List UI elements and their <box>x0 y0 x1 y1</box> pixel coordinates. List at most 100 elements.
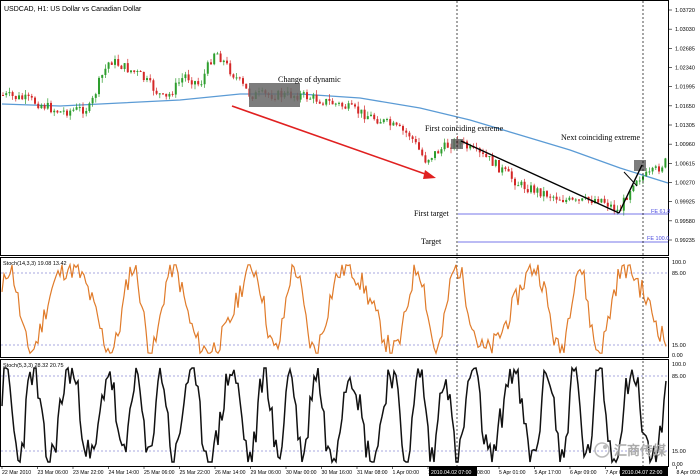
time-tick-label: 22 Mar 2010 <box>2 470 31 476</box>
candle-body <box>552 196 555 198</box>
candle-body <box>539 188 542 197</box>
candle-body <box>638 180 641 182</box>
candle-body <box>488 156 491 158</box>
moving-average-line <box>1 93 669 184</box>
stoch-level-label: 0.00 <box>672 462 683 468</box>
candle-body <box>309 98 312 100</box>
candle-body <box>232 74 235 78</box>
time-tick-label: 23 Mar 06:00 <box>38 470 69 476</box>
candle-body <box>366 116 369 120</box>
candle-body <box>184 74 187 79</box>
candle-body <box>360 109 363 114</box>
price-tick-label: 1.02340 <box>675 66 695 72</box>
candle-body <box>482 152 484 154</box>
candle-body <box>200 84 203 86</box>
first-coinciding-box <box>451 139 463 149</box>
candle-body <box>392 122 395 126</box>
time-tick-label: 6 Apr 09:00 <box>570 470 597 476</box>
candle-body <box>376 119 379 124</box>
stoch2-axis: 100.0 85.00 15.00 0.00 <box>672 362 686 468</box>
time-tick-label: 25 Mar 22:00 <box>180 470 211 476</box>
candle-body <box>600 198 603 203</box>
candle-body <box>130 70 132 73</box>
candle-body <box>574 199 577 201</box>
candle-body <box>562 200 564 203</box>
price-tick-label: 1.00960 <box>675 142 695 148</box>
price-tick-label: 0.99580 <box>675 219 695 225</box>
candle-body <box>379 122 382 124</box>
candle-body <box>590 200 593 204</box>
candle-body <box>5 93 8 96</box>
time-highlight-1: 2010.04.02 07:00 <box>431 470 472 476</box>
main-pane-frame <box>0 0 669 256</box>
candle-body <box>120 65 123 70</box>
candle-body <box>357 106 360 114</box>
candle-body <box>210 62 212 65</box>
time-tick-label: 25 Mar 06:00 <box>144 470 175 476</box>
price-tick-label: 1.01305 <box>675 123 695 129</box>
candle-body <box>2 95 4 96</box>
candle-body <box>440 149 443 154</box>
candle-body <box>72 109 75 111</box>
time-axis: 22 Mar 2010 23 Mar 06:00 23 Mar 22:00 24 Ma… <box>1 466 700 476</box>
time-highlight-2: 2010.04.07 22:00 <box>622 470 663 476</box>
price-tick-label: 1.00270 <box>675 181 695 187</box>
candle-body <box>402 126 404 131</box>
candle-body <box>408 132 411 137</box>
price-tick-label: 1.00615 <box>675 161 695 167</box>
candle-body <box>62 110 65 112</box>
candle-body <box>171 93 174 95</box>
candle-body <box>504 167 507 170</box>
candle-body <box>571 197 574 200</box>
candle-body <box>158 93 161 95</box>
candle-body <box>8 92 11 94</box>
candle-body <box>14 96 17 100</box>
candle-body <box>370 114 372 117</box>
stoch1-label: Stoch(14,3,3) 19.08 13.42 <box>3 261 67 267</box>
candle-body <box>69 110 72 116</box>
candle-body <box>581 198 584 201</box>
candle-body <box>542 191 545 197</box>
candle-body <box>43 105 46 109</box>
candle-body <box>181 78 184 83</box>
candle-body <box>443 142 446 150</box>
candle-body <box>235 77 238 79</box>
change-of-dynamic-label: Change of dynamic <box>278 75 341 84</box>
candle-body <box>485 153 488 158</box>
candle-body <box>434 151 436 159</box>
candle-body <box>11 92 14 97</box>
stoch1-axis: 100.0 85.00 15.00 0.00 <box>672 260 686 359</box>
candle-body <box>101 75 104 78</box>
price-tick-label: 0.99925 <box>675 200 695 206</box>
candle-body <box>382 119 385 123</box>
candle-body <box>238 77 241 79</box>
candle-body <box>142 71 145 81</box>
candle-body <box>558 199 561 201</box>
candle-body <box>347 103 350 109</box>
stoch2-line <box>1 365 667 465</box>
candle-body <box>494 160 497 166</box>
candle-body <box>613 204 616 211</box>
fibo-leg-1 <box>460 140 620 214</box>
watermark-text: 汇商传媒 <box>614 443 667 458</box>
fibo-leg-2 <box>618 164 643 214</box>
time-tick-label: 31 Mar 08:00 <box>357 470 388 476</box>
watermark-logo-dot-icon <box>603 445 607 449</box>
candle-body <box>178 82 180 84</box>
candle-body <box>466 141 468 149</box>
candle-body <box>334 103 337 105</box>
candle-body <box>507 169 510 172</box>
time-tick-label: 7 Apr 01:00 <box>606 470 633 476</box>
candle-body <box>50 102 52 113</box>
candle-body <box>104 68 107 76</box>
price-tick-label: 1.01650 <box>675 104 695 110</box>
candle-body <box>94 94 97 98</box>
time-tick-label: 5 Apr 17:00 <box>535 470 562 476</box>
candle-body <box>658 166 660 172</box>
next-extreme-pointer <box>623 171 638 187</box>
candle-body <box>168 93 171 97</box>
candle-body <box>194 81 196 85</box>
candle-body <box>610 204 612 207</box>
trend-arrow <box>231 105 429 176</box>
